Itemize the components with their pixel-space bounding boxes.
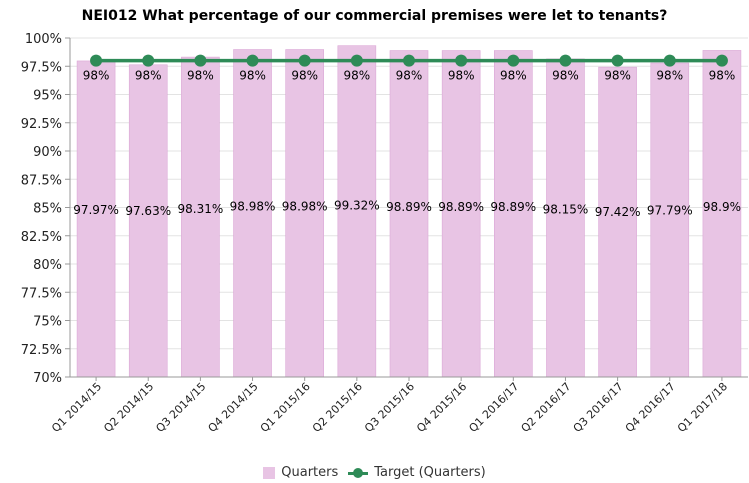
- target-point[interactable]: [246, 54, 259, 67]
- y-tick-label: 92.5%: [21, 117, 62, 132]
- y-tick-label: 100%: [25, 32, 62, 47]
- y-tick-label: 75%: [33, 315, 62, 330]
- target-point[interactable]: [142, 54, 155, 67]
- legend-item-target[interactable]: Target (Quarters): [348, 465, 486, 480]
- x-tick-label: Q3 2014/15: [153, 380, 208, 435]
- target-data-label: 98%: [604, 69, 631, 83]
- y-tick-label: 90%: [33, 145, 62, 160]
- legend-label-target: Target (Quarters): [374, 465, 486, 480]
- data-labels: 98% 98% 98% 98% 98% 98% 98% 98% 98% 98% 98% 98% 98% 9…: [73, 69, 741, 219]
- legend-label-quarters: Quarters: [281, 465, 339, 480]
- bar-swatch-icon: [263, 466, 276, 479]
- target-point[interactable]: [559, 54, 572, 67]
- target-data-label: 98%: [344, 69, 371, 83]
- x-tick-label: Q3 2015/16: [362, 380, 417, 435]
- y-tick-label: 77.5%: [21, 286, 62, 301]
- target-point[interactable]: [611, 54, 624, 67]
- target-point[interactable]: [350, 54, 363, 67]
- target-data-label: 98%: [83, 69, 110, 83]
- bar[interactable]: [128, 64, 168, 378]
- y-tick-label: 95%: [33, 89, 62, 104]
- bar-data-label: 98.31%: [178, 202, 224, 216]
- x-tick-label: Q2 2014/15: [101, 380, 156, 435]
- bar[interactable]: [494, 50, 533, 378]
- bar-data-label: 98.98%: [282, 199, 328, 213]
- bar[interactable]: [76, 60, 116, 378]
- x-tick-label: Q1 2017/18: [675, 380, 730, 435]
- bar[interactable]: [702, 50, 742, 378]
- x-tick-label: Q1 2015/16: [258, 380, 313, 435]
- target-data-label: 98%: [396, 69, 423, 83]
- x-tick-label: Q2 2016/17: [519, 380, 574, 435]
- bar[interactable]: [650, 62, 690, 378]
- target-data-label: 98%: [239, 69, 266, 83]
- bar-line-chart: 70% 72.5% 75% 77.5% 80% 82.5% 85% 87.5% 90% 92.5%…: [21, 32, 748, 435]
- bar[interactable]: [598, 66, 637, 378]
- legend-item-quarters[interactable]: Quarters: [263, 465, 338, 480]
- target-point[interactable]: [90, 54, 103, 67]
- bar-data-label: 98.15%: [543, 202, 589, 216]
- x-tick-label: Q1 2014/15: [49, 380, 104, 435]
- bar[interactable]: [389, 50, 429, 378]
- bar-data-label: 98.89%: [386, 200, 432, 214]
- bar[interactable]: [181, 56, 220, 378]
- bar-data-label: 99.32%: [334, 198, 380, 212]
- x-tick-label: Q4 2016/17: [623, 380, 678, 435]
- target-point[interactable]: [715, 54, 728, 67]
- x-tick-label: Q3 2016/17: [571, 380, 626, 435]
- y-tick-label: 80%: [33, 258, 62, 273]
- target-data-label: 98%: [291, 69, 318, 83]
- target-point[interactable]: [663, 54, 676, 67]
- target-data-label: 98%: [187, 69, 214, 83]
- target-data-label: 98%: [656, 69, 683, 83]
- bar-data-label: 97.97%: [73, 203, 119, 217]
- bar-data-label: 97.63%: [125, 204, 171, 218]
- y-tick-label: 70%: [33, 371, 62, 386]
- target-data-label: 98%: [500, 69, 527, 83]
- legend: Quarters Target (Quarters): [0, 465, 749, 480]
- bar[interactable]: [441, 50, 481, 378]
- bar[interactable]: [285, 49, 324, 378]
- target-data-label: 98%: [448, 69, 475, 83]
- target-point[interactable]: [298, 54, 311, 67]
- bar-data-label: 98.89%: [438, 200, 484, 214]
- bar-series: [76, 45, 742, 378]
- target-data-label: 98%: [135, 69, 162, 83]
- bar-data-label: 98.98%: [230, 199, 276, 213]
- y-tick-label: 82.5%: [21, 230, 62, 245]
- target-point[interactable]: [507, 54, 520, 67]
- y-axis: 70% 72.5% 75% 77.5% 80% 82.5% 85% 87.5% 90% 92.5%…: [21, 32, 71, 386]
- bar-data-label: 97.79%: [647, 204, 693, 218]
- bar[interactable]: [546, 58, 585, 378]
- y-tick-label: 85%: [33, 202, 62, 217]
- bar-data-label: 98.89%: [490, 200, 536, 214]
- y-tick-label: 97.5%: [21, 60, 62, 75]
- target-line-series: [90, 54, 728, 67]
- target-data-label: 98%: [709, 69, 736, 83]
- x-tick-label: Q1 2016/17: [466, 380, 521, 435]
- x-tick-label: Q2 2015/16: [310, 380, 365, 435]
- x-tick-label: Q4 2015/16: [414, 380, 469, 435]
- bar[interactable]: [337, 45, 377, 378]
- target-point[interactable]: [403, 54, 415, 67]
- x-tick-label: Q4 2014/15: [206, 380, 261, 435]
- y-tick-label: 72.5%: [21, 343, 62, 358]
- line-marker-icon: [348, 467, 369, 479]
- bar-data-label: 97.42%: [595, 205, 641, 219]
- target-point[interactable]: [455, 54, 468, 67]
- chart-title: NEI012 What percentage of our commercial…: [81, 8, 668, 24]
- bar[interactable]: [233, 49, 272, 378]
- y-tick-label: 87.5%: [21, 173, 62, 188]
- target-point[interactable]: [194, 54, 207, 67]
- bar-data-label: 98.9%: [703, 200, 741, 214]
- target-data-label: 98%: [552, 69, 579, 83]
